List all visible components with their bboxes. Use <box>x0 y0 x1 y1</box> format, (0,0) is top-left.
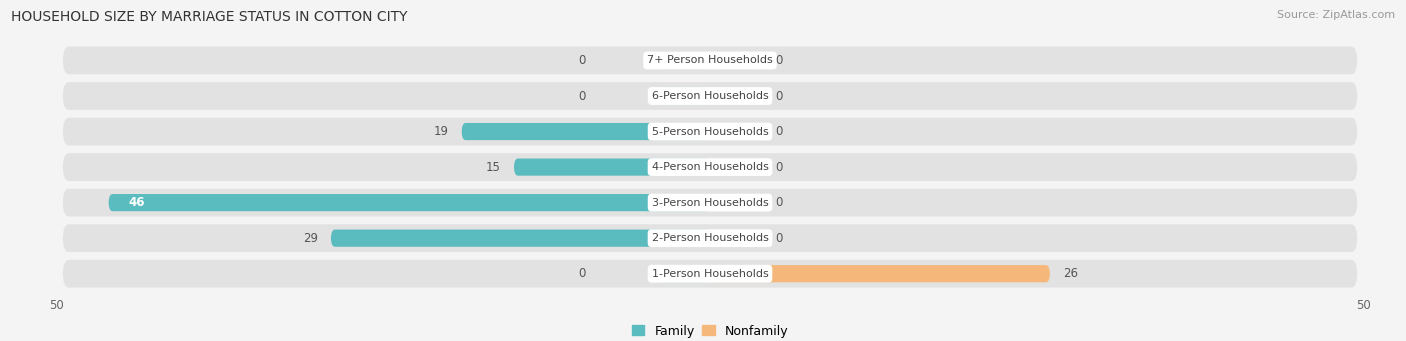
FancyBboxPatch shape <box>710 52 762 69</box>
Text: HOUSEHOLD SIZE BY MARRIAGE STATUS IN COTTON CITY: HOUSEHOLD SIZE BY MARRIAGE STATUS IN COT… <box>11 10 408 24</box>
FancyBboxPatch shape <box>710 229 762 247</box>
Text: 0: 0 <box>578 267 586 280</box>
FancyBboxPatch shape <box>710 87 762 105</box>
Text: 0: 0 <box>776 125 783 138</box>
FancyBboxPatch shape <box>63 118 1357 145</box>
Text: 0: 0 <box>578 54 586 67</box>
Text: 0: 0 <box>776 196 783 209</box>
FancyBboxPatch shape <box>515 159 710 176</box>
Text: 0: 0 <box>776 89 783 103</box>
FancyBboxPatch shape <box>710 159 762 176</box>
Text: 29: 29 <box>302 232 318 245</box>
Text: 0: 0 <box>578 89 586 103</box>
Text: 3-Person Households: 3-Person Households <box>651 198 769 208</box>
FancyBboxPatch shape <box>710 265 1050 282</box>
Text: 2-Person Households: 2-Person Households <box>651 233 769 243</box>
FancyBboxPatch shape <box>710 194 762 211</box>
FancyBboxPatch shape <box>710 123 762 140</box>
FancyBboxPatch shape <box>63 47 1357 74</box>
FancyBboxPatch shape <box>658 87 710 105</box>
Legend: Family, Nonfamily: Family, Nonfamily <box>627 320 793 341</box>
FancyBboxPatch shape <box>63 224 1357 252</box>
Text: 1-Person Households: 1-Person Households <box>651 269 769 279</box>
FancyBboxPatch shape <box>108 194 710 211</box>
Text: 46: 46 <box>128 196 145 209</box>
FancyBboxPatch shape <box>658 52 710 69</box>
FancyBboxPatch shape <box>63 189 1357 217</box>
Text: Source: ZipAtlas.com: Source: ZipAtlas.com <box>1277 10 1395 20</box>
Text: 15: 15 <box>486 161 501 174</box>
FancyBboxPatch shape <box>63 82 1357 110</box>
Text: 0: 0 <box>776 161 783 174</box>
FancyBboxPatch shape <box>461 123 710 140</box>
Text: 0: 0 <box>776 54 783 67</box>
FancyBboxPatch shape <box>63 260 1357 287</box>
Text: 7+ Person Households: 7+ Person Households <box>647 56 773 65</box>
FancyBboxPatch shape <box>63 153 1357 181</box>
FancyBboxPatch shape <box>330 229 710 247</box>
Text: 6-Person Households: 6-Person Households <box>651 91 769 101</box>
Text: 0: 0 <box>776 232 783 245</box>
Text: 5-Person Households: 5-Person Households <box>651 127 769 136</box>
FancyBboxPatch shape <box>658 265 710 282</box>
Text: 19: 19 <box>433 125 449 138</box>
Text: 4-Person Households: 4-Person Households <box>651 162 769 172</box>
Text: 26: 26 <box>1063 267 1078 280</box>
